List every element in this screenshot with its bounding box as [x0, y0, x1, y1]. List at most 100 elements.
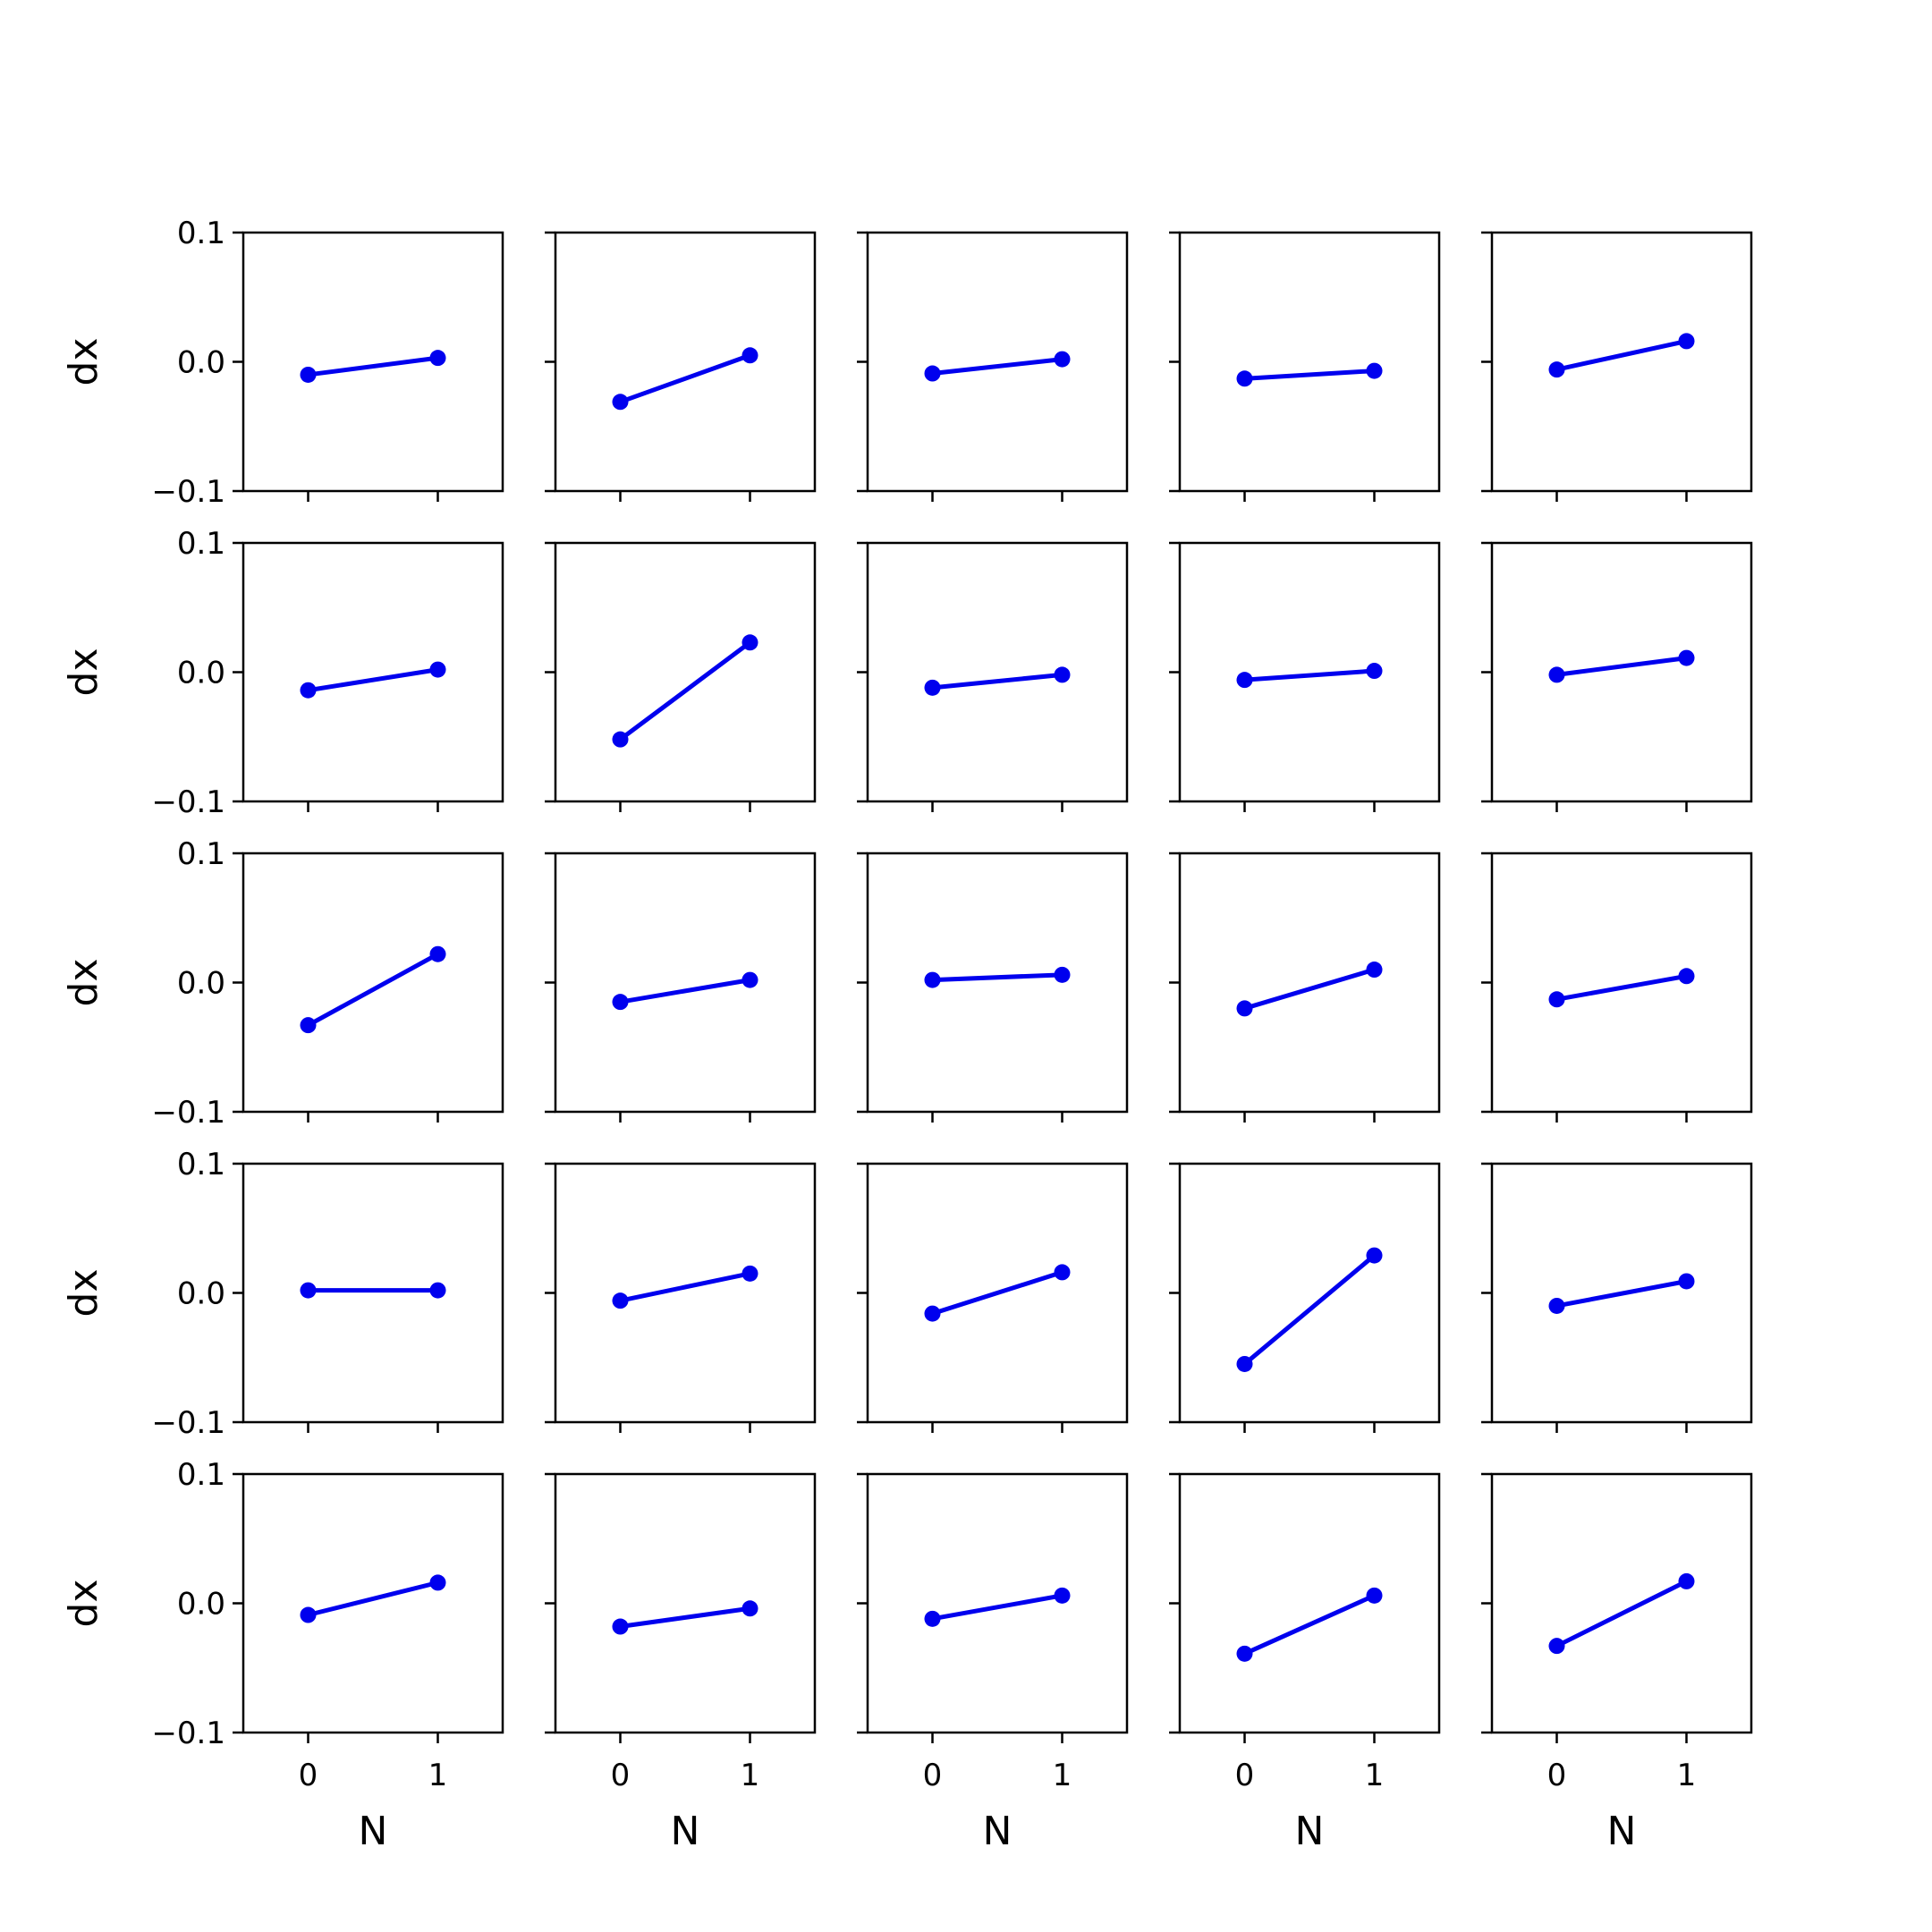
subplot	[545, 1162, 817, 1433]
data-point	[1236, 1000, 1253, 1017]
data-point	[1548, 1297, 1565, 1314]
x-axis-label: N	[983, 1809, 1013, 1854]
subplot	[1169, 541, 1441, 812]
y-axis-label: dx	[61, 1580, 106, 1628]
data-point	[1236, 672, 1253, 689]
y-axis-label: dx	[61, 338, 106, 386]
x-tick-label: 0	[1547, 1758, 1567, 1793]
data-point	[741, 634, 758, 651]
subplot	[857, 231, 1129, 502]
data-point	[1236, 1355, 1253, 1372]
data-point	[429, 1282, 446, 1299]
series-line	[1242, 1253, 1377, 1366]
data-point	[300, 1606, 317, 1623]
subplot	[1169, 231, 1441, 502]
subplot: −0.1 0.0 0.1 dx	[61, 526, 504, 820]
data-point	[612, 731, 629, 748]
x-axis-label: N	[671, 1809, 700, 1854]
y-tick-label: 0.0	[177, 1276, 225, 1312]
data-point	[300, 1282, 317, 1299]
series-line	[1555, 1579, 1688, 1648]
x-tick-label: 0	[1235, 1758, 1255, 1793]
data-point	[741, 347, 758, 364]
y-tick-label: −0.1	[151, 474, 225, 510]
series-line	[931, 1269, 1063, 1317]
y-tick-label: 0.0	[177, 966, 225, 1002]
y-tick-label: −0.1	[151, 1095, 225, 1131]
y-axis-label: dx	[61, 648, 106, 697]
data-point	[1054, 1587, 1071, 1604]
data-point	[741, 1600, 758, 1617]
series-line	[307, 952, 439, 1028]
x-tick-label: 1	[1365, 1758, 1385, 1793]
data-point	[1054, 351, 1071, 368]
x-tick-label: 0	[923, 1758, 943, 1793]
data-point	[924, 971, 941, 988]
subplot: −0.1 0.0 0.1 dx	[61, 1147, 504, 1441]
x-tick-label: 1	[428, 1758, 448, 1793]
y-tick-label: −0.1	[151, 1405, 225, 1441]
data-point	[1678, 1273, 1695, 1290]
series-line	[932, 972, 1063, 983]
subplot	[545, 852, 817, 1123]
subplot: −0.1 0.0 0.1 dx	[61, 836, 504, 1131]
subplot	[857, 541, 1129, 812]
subplot	[857, 852, 1129, 1123]
series-line	[1556, 656, 1687, 677]
series-line	[932, 1593, 1063, 1622]
subplot	[1481, 1162, 1753, 1433]
x-tick-label: 1	[1677, 1758, 1697, 1793]
data-point	[1678, 968, 1695, 985]
data-point	[300, 366, 317, 383]
series-line	[620, 1606, 750, 1629]
data-point	[1366, 962, 1383, 979]
y-tick-label: 0.0	[177, 345, 225, 381]
data-point	[1678, 333, 1695, 350]
series-line	[1243, 1593, 1376, 1657]
data-point	[1054, 966, 1071, 983]
subplot	[1481, 852, 1753, 1123]
x-tick-label: 0	[299, 1758, 318, 1793]
subplot	[545, 231, 817, 502]
data-point	[1548, 361, 1565, 378]
series-line	[619, 352, 751, 404]
data-point	[612, 1618, 629, 1635]
y-tick-label: −0.1	[151, 1716, 225, 1751]
x-axis-label: N	[1607, 1809, 1637, 1854]
series-line	[1243, 967, 1376, 1011]
subplot: 0 1 N	[1481, 1472, 1753, 1854]
data-point	[1054, 1264, 1071, 1281]
series-line	[307, 1580, 439, 1617]
series-line	[619, 640, 751, 741]
data-point	[1366, 362, 1383, 379]
x-tick-label: 0	[611, 1758, 631, 1793]
subplot: −0.1 0.0 0.1 0 1 dx N	[61, 1457, 504, 1854]
y-axis-label: dx	[61, 959, 106, 1007]
series-line	[932, 672, 1063, 691]
y-tick-label: −0.1	[151, 784, 225, 820]
data-point	[300, 1017, 317, 1034]
subplot	[1169, 852, 1441, 1123]
series-line	[932, 357, 1063, 376]
y-tick-label: 0.1	[177, 1457, 225, 1493]
data-point	[429, 1574, 446, 1591]
data-point	[1366, 1247, 1383, 1264]
subplot: 0 1 N	[1169, 1472, 1441, 1854]
subplot: 0 1 N	[545, 1472, 817, 1854]
data-point	[1366, 663, 1383, 680]
series-line	[1556, 1279, 1687, 1309]
series-line	[1556, 973, 1687, 1002]
y-axis-label: dx	[61, 1269, 106, 1318]
y-tick-label: 0.1	[177, 216, 225, 251]
series-line	[1244, 668, 1375, 682]
data-point	[1678, 649, 1695, 666]
data-point	[1678, 1572, 1695, 1589]
series-line	[308, 667, 438, 693]
data-point	[612, 994, 629, 1011]
data-point	[429, 350, 446, 367]
data-point	[924, 1610, 941, 1627]
data-point	[429, 945, 446, 962]
data-point	[300, 682, 317, 699]
data-point	[1366, 1587, 1383, 1604]
